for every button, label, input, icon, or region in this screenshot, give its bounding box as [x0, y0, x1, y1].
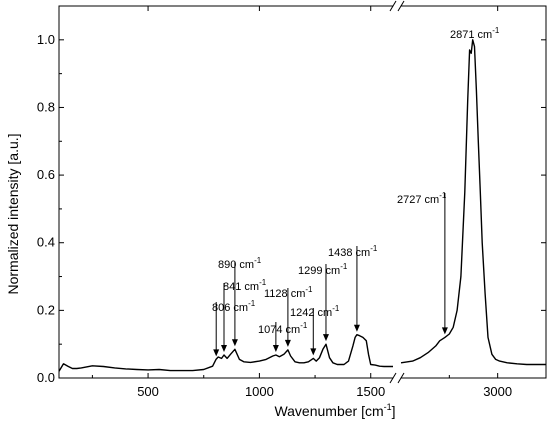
- x-tick-label: 500: [137, 384, 159, 399]
- plot-border: [58, 5, 547, 379]
- annotation-label-1074: 1074 cm-1: [258, 321, 308, 336]
- annotation-arrowhead-1438: [353, 324, 360, 332]
- y-axis-title: Normalized intensity [a.u.]: [5, 133, 21, 294]
- axis-break-mark: [389, 0, 397, 12]
- annotation-label-1299: 1299 cm-1: [298, 262, 348, 277]
- annotation-layer: 806 cm-1 841 cm-1 890 cm-1 1074 cm-1 1128 cm…: [212, 26, 500, 357]
- annotation-arrowhead-1299: [322, 334, 329, 342]
- axis-break-mark: [397, 0, 405, 12]
- annotation-label-890: 890 cm-1: [218, 256, 262, 271]
- y-tick-label: 0.0: [37, 370, 55, 385]
- y-tick-label: 0.4: [37, 235, 55, 250]
- annotation-label-1128: 1128 cm-1: [264, 285, 313, 300]
- tick-layer: 0.0 0.2 0.4 0.6 0.8 1.0 500 1000 1500 3000: [37, 5, 546, 399]
- plot-frame: [58, 5, 547, 379]
- axis-break-layer: [389, 0, 405, 384]
- annotation-arrowhead-841: [220, 345, 227, 353]
- y-tick-label: 0.6: [37, 167, 55, 182]
- annotation-arrowhead-1242: [310, 348, 317, 356]
- annotation-label-1242: 1242 cm-1: [290, 304, 340, 319]
- annotation-arrowhead-890: [231, 339, 238, 347]
- y-tick-label: 0.8: [37, 99, 55, 114]
- annotation-label-841: 841 cm-1: [223, 278, 267, 293]
- annotation-arrowhead-1128: [284, 339, 291, 347]
- series-layer: [58, 39, 546, 372]
- annotation-label-2727: 2727 cm-1: [397, 191, 447, 206]
- x-tick-label: 3000: [483, 384, 512, 399]
- y-tick-label: 0.2: [37, 302, 55, 317]
- spectrum-line-segment-1: [58, 334, 393, 372]
- break-gap-top: [393, 0, 401, 12]
- x-tick-label: 1500: [356, 384, 385, 399]
- x-axis-title-sup: -1: [384, 402, 392, 412]
- annotation-arrowhead-806: [213, 349, 220, 357]
- break-gap-bottom: [393, 372, 401, 384]
- x-axis-title-main: Wavenumber [cm: [274, 403, 383, 419]
- axis-break-mark: [389, 372, 397, 384]
- x-tick-label: 1000: [245, 384, 274, 399]
- annotation-label-2871: 2871 cm-1: [450, 26, 500, 41]
- spectrum-line-segment-2: [400, 39, 546, 366]
- y-tick-label: 1.0: [37, 32, 55, 47]
- x-axis-title-suffix: ]: [392, 403, 396, 419]
- annotation-arrowhead-2727: [441, 327, 448, 335]
- axis-break-mark: [397, 372, 405, 384]
- annotation-label-806: 806 cm-1: [212, 299, 256, 314]
- x-axis-title: Wavenumber [cm-1]: [274, 402, 395, 419]
- annotation-label-1438: 1438 cm-1: [328, 244, 378, 259]
- annotation-arrowhead-1074: [272, 345, 279, 353]
